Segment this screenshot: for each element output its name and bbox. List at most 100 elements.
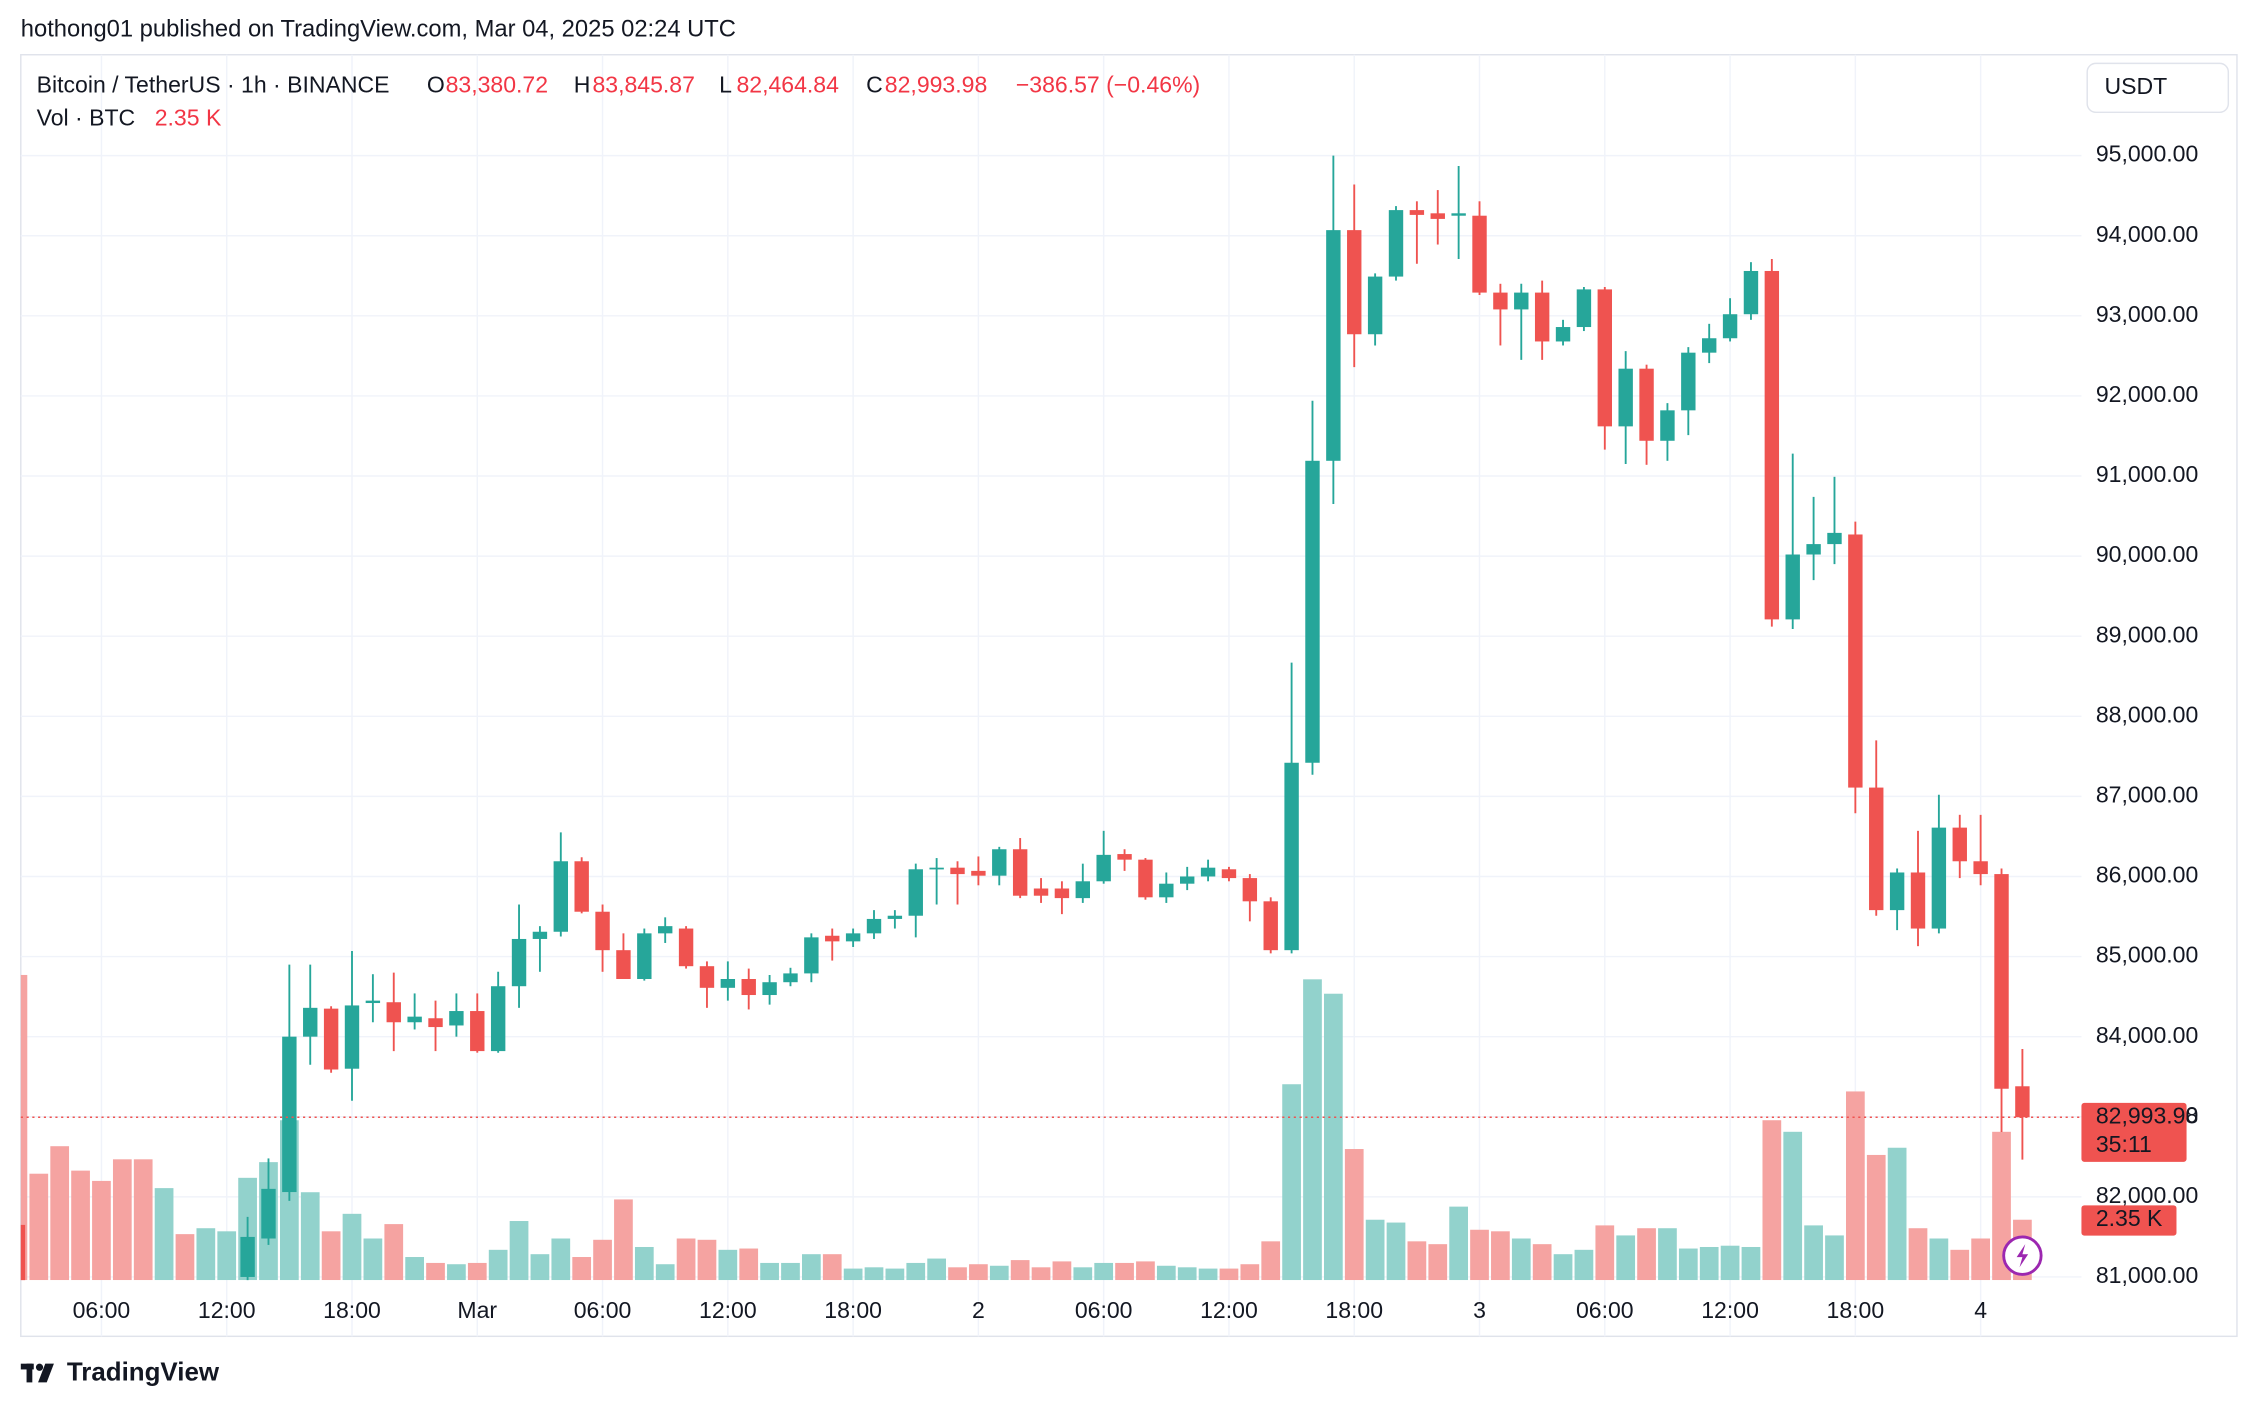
candle-body	[1326, 230, 1341, 461]
volume-bar	[112, 1159, 132, 1281]
ohlc-value: 82,993.98	[885, 71, 987, 97]
candle-body	[1096, 854, 1111, 882]
y-tick-label: 86,000.00	[2096, 862, 2198, 888]
volume-bar	[885, 1268, 905, 1281]
volume-tag	[2081, 1205, 2177, 1236]
candle-body	[449, 1011, 464, 1026]
currency-label[interactable]: USDT	[2104, 73, 2167, 99]
y-tick-label: 85,000.00	[2096, 942, 2198, 968]
candle-body	[1033, 888, 1049, 896]
volume-bar	[488, 1249, 508, 1281]
candle-body	[1284, 762, 1299, 951]
candle-body	[532, 931, 548, 939]
volume-bar	[1699, 1246, 1719, 1281]
volume-bar	[467, 1262, 487, 1281]
volume-bar	[802, 1254, 821, 1281]
volume-bar	[20, 974, 28, 1281]
candle-body	[407, 1016, 422, 1023]
volume-bar	[1887, 1147, 1907, 1281]
y-tick-label: 92,000.00	[2096, 381, 2198, 407]
volume-bar	[1992, 1131, 2011, 1281]
y-tick-label: 84,000.00	[2096, 1022, 2198, 1048]
volume-bar	[1616, 1235, 1636, 1281]
candle-body	[1785, 554, 1800, 620]
candle-body	[1493, 292, 1508, 310]
volume-bar	[384, 1224, 404, 1281]
candle-body	[1534, 292, 1550, 342]
candle-body	[1242, 878, 1258, 902]
candle-body	[1514, 292, 1529, 310]
volume-bar	[1553, 1254, 1573, 1281]
volume-bar	[1866, 1154, 1886, 1281]
volume-bar	[760, 1262, 779, 1281]
candle-body	[1221, 869, 1237, 879]
volume-bar	[1386, 1222, 1406, 1281]
candle-body	[282, 1036, 297, 1193]
y-tick-label: 88,000.00	[2096, 701, 2198, 727]
volume-bar	[300, 1192, 320, 1281]
change-value: −386.57 (−0.46%)	[1016, 71, 1200, 97]
y-tick-label: 82,000.00	[2096, 1182, 2198, 1208]
volume-bar	[781, 1262, 800, 1281]
volume-bar	[92, 1180, 111, 1281]
volume-bar	[1303, 979, 1322, 1281]
currency-button[interactable]	[2086, 62, 2230, 114]
candle-body	[1555, 327, 1571, 342]
volume-bar	[1678, 1248, 1698, 1281]
volume-bar	[175, 1234, 195, 1281]
candle-body	[1472, 215, 1487, 293]
candle-body	[1931, 827, 1947, 929]
y-tick-label: 95,000.00	[2096, 141, 2198, 167]
candle-body	[1159, 883, 1174, 898]
ohlc-prefix: L	[719, 71, 732, 97]
x-tick-label: 12:00	[1200, 1297, 1258, 1323]
candle-body	[1263, 901, 1278, 951]
volume-bar	[1219, 1268, 1239, 1281]
lightning-icon	[2016, 1244, 2029, 1268]
volume-bar	[1344, 1149, 1364, 1281]
volume-bar	[321, 1231, 341, 1281]
candle-body	[658, 926, 673, 934]
volume-bar	[1010, 1260, 1030, 1281]
candle-body	[908, 869, 923, 916]
candle-body	[386, 1002, 401, 1023]
candle-body	[1409, 210, 1425, 215]
volume-bar	[1282, 1084, 1301, 1281]
x-tick-label: 18:00	[824, 1297, 882, 1323]
candle-body	[261, 1188, 276, 1239]
volume-bar	[1470, 1229, 1489, 1281]
volume-bar	[1532, 1244, 1552, 1281]
candle-body	[783, 973, 798, 983]
candle-body	[574, 861, 589, 912]
volume-bar	[1031, 1267, 1051, 1281]
volume-legend-value: 2.35 K	[155, 105, 222, 131]
volume-bar	[1595, 1225, 1615, 1281]
x-tick-label: 2	[972, 1297, 985, 1323]
candle-body	[303, 1007, 318, 1037]
volume-bar	[718, 1249, 738, 1281]
candle-body	[950, 867, 965, 875]
x-tick-label: 4	[1974, 1297, 1987, 1323]
candle-body	[825, 935, 840, 942]
volume-bar	[1449, 1206, 1468, 1281]
candle-body	[470, 1011, 485, 1052]
candle-body	[1848, 534, 1863, 788]
volume-bar	[1240, 1264, 1260, 1281]
candle-body	[511, 938, 527, 987]
volume-bar	[133, 1159, 153, 1281]
volume-bar	[843, 1268, 863, 1281]
volume-bar	[1950, 1249, 1970, 1281]
x-tick-label: 06:00	[1075, 1297, 1133, 1323]
candle-body	[929, 867, 944, 870]
x-tick-label: 06:00	[574, 1297, 632, 1323]
candle-body	[490, 986, 506, 1052]
candle-body	[1973, 861, 1988, 875]
volume-bar	[447, 1264, 466, 1281]
volume-bar	[1156, 1265, 1176, 1281]
candle-body	[20, 1224, 26, 1281]
volume-bar	[676, 1238, 696, 1281]
candle-body	[1367, 276, 1383, 335]
candle-body	[553, 861, 568, 932]
volume-bar	[1324, 993, 1343, 1281]
volume-bar	[509, 1221, 529, 1281]
